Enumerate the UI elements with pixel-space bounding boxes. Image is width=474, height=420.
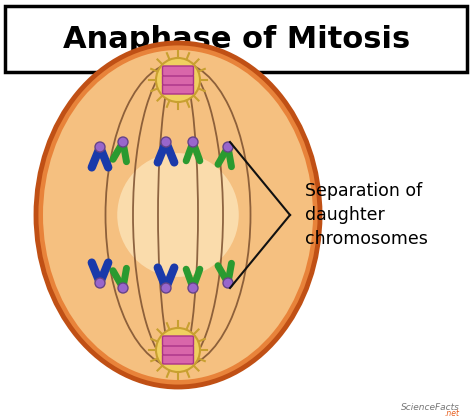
Text: .net: .net (445, 409, 460, 418)
FancyBboxPatch shape (163, 75, 193, 85)
FancyBboxPatch shape (163, 336, 193, 346)
Text: ScienceFacts: ScienceFacts (401, 403, 460, 412)
Circle shape (156, 328, 200, 372)
Text: Anaphase of Mitosis: Anaphase of Mitosis (64, 24, 410, 53)
Ellipse shape (117, 153, 239, 277)
Circle shape (156, 58, 200, 102)
Circle shape (95, 278, 105, 288)
Circle shape (161, 137, 171, 147)
Bar (5, 6, 467, 72)
Circle shape (188, 137, 198, 147)
Ellipse shape (36, 43, 320, 387)
Circle shape (118, 283, 128, 293)
Circle shape (188, 283, 198, 293)
Circle shape (118, 137, 128, 147)
Ellipse shape (43, 50, 313, 380)
Circle shape (95, 142, 105, 152)
Circle shape (223, 278, 233, 288)
Circle shape (161, 283, 171, 293)
FancyBboxPatch shape (163, 84, 193, 94)
FancyBboxPatch shape (163, 354, 193, 364)
FancyBboxPatch shape (163, 66, 193, 76)
Circle shape (223, 142, 233, 152)
FancyBboxPatch shape (163, 345, 193, 355)
Text: Separation of
daughter
chromosomes: Separation of daughter chromosomes (305, 182, 428, 248)
